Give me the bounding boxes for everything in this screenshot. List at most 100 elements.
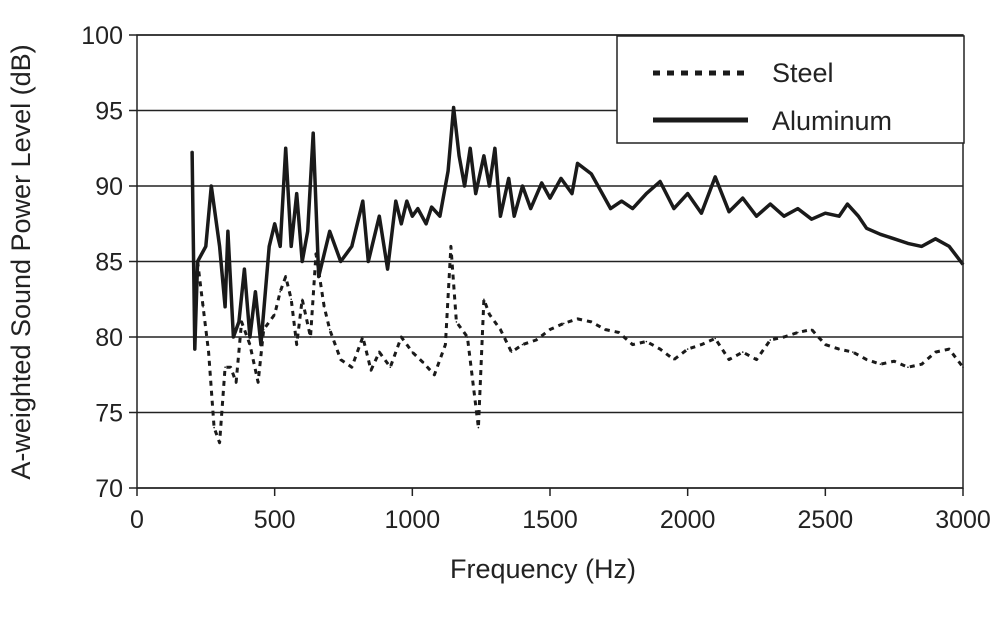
data-point-steel xyxy=(323,306,326,308)
data-point-aluminum xyxy=(196,260,199,263)
data-point-steel xyxy=(235,381,237,384)
data-point-steel xyxy=(350,366,353,369)
y-tick-label: 100 xyxy=(81,22,123,50)
data-point-steel xyxy=(279,290,281,293)
data-point-steel xyxy=(328,328,331,331)
data-point-steel xyxy=(499,328,502,331)
y-tick-label: 90 xyxy=(95,173,123,201)
data-point-aluminum xyxy=(430,206,433,208)
data-point-steel xyxy=(257,381,259,384)
data-point-steel xyxy=(339,358,342,361)
y-tick-labels: 70 75 80 85 90 95 100 xyxy=(81,22,123,503)
data-point-steel xyxy=(301,298,304,301)
data-point-steel xyxy=(472,381,474,384)
data-point-steel xyxy=(378,351,381,353)
data-point-steel xyxy=(659,348,661,350)
data-point-aluminum xyxy=(700,212,703,214)
data-point-steel xyxy=(576,318,579,320)
data-point-steel xyxy=(477,426,480,429)
series-aluminum xyxy=(190,105,965,351)
data-point-aluminum xyxy=(741,197,744,199)
data-point-steel xyxy=(422,361,425,364)
data-point-aluminum xyxy=(452,106,455,109)
data-point-aluminum xyxy=(273,222,276,225)
data-point-steel xyxy=(797,331,799,334)
data-point-aluminum xyxy=(483,155,485,157)
data-point-steel xyxy=(714,337,716,340)
x-tick-label: 2500 xyxy=(798,506,854,534)
data-point-aluminum xyxy=(205,245,207,248)
data-point-aluminum xyxy=(232,336,235,338)
data-point-aluminum xyxy=(571,192,573,195)
data-point-steel xyxy=(290,298,292,301)
data-point-steel xyxy=(488,313,491,316)
data-point-aluminum xyxy=(279,245,281,248)
data-point-aluminum xyxy=(243,268,246,270)
data-point-aluminum xyxy=(268,245,270,248)
data-point-steel xyxy=(755,358,758,361)
legend: Steel Aluminum xyxy=(616,35,965,144)
data-point-aluminum xyxy=(194,348,196,350)
data-point-aluminum xyxy=(411,215,414,217)
data-point-aluminum xyxy=(797,207,799,210)
data-point-aluminum xyxy=(295,192,298,195)
legend-label-aluminum: Aluminum xyxy=(772,106,892,136)
data-point-steel xyxy=(400,336,403,338)
x-tick-label: 2000 xyxy=(660,506,716,534)
data-point-aluminum xyxy=(367,260,370,263)
data-point-aluminum xyxy=(238,321,240,323)
x-tick-labels: 0 500 1000 1500 2000 2500 3000 xyxy=(130,506,991,534)
data-point-aluminum xyxy=(306,230,309,233)
data-point-aluminum xyxy=(686,192,689,195)
data-point-steel xyxy=(824,343,827,346)
data-point-steel xyxy=(783,336,785,338)
data-point-aluminum xyxy=(439,215,441,217)
data-point-aluminum xyxy=(249,336,251,338)
data-point-steel xyxy=(361,336,364,338)
series-lines xyxy=(190,105,965,445)
x-tick-label: 3000 xyxy=(935,506,991,534)
data-point-aluminum xyxy=(463,185,466,187)
data-point-aluminum xyxy=(191,150,193,153)
data-point-aluminum xyxy=(540,182,543,184)
data-point-steel xyxy=(483,298,485,301)
data-point-aluminum xyxy=(218,245,221,248)
x-axis-label: Frequency (Hz) xyxy=(450,554,636,584)
data-point-steel xyxy=(618,331,620,334)
data-point-steel xyxy=(865,358,868,361)
data-point-aluminum xyxy=(907,242,909,245)
data-point-aluminum xyxy=(810,218,813,221)
data-point-steel xyxy=(213,426,215,429)
data-point-aluminum xyxy=(361,200,364,202)
data-point-steel xyxy=(284,275,287,278)
data-point-steel xyxy=(893,360,895,362)
data-point-aluminum xyxy=(406,200,408,202)
data-point-steel xyxy=(273,313,276,316)
data-point-steel xyxy=(604,328,606,331)
y-tick-label: 95 xyxy=(95,98,123,126)
data-point-aluminum xyxy=(507,177,510,180)
data-point-steel xyxy=(224,366,226,369)
data-point-steel xyxy=(948,348,951,350)
data-point-aluminum xyxy=(865,227,868,230)
data-point-steel xyxy=(444,343,447,346)
data-point-steel xyxy=(562,322,565,325)
data-point-steel xyxy=(240,321,243,323)
data-point-aluminum xyxy=(824,212,827,214)
legend-label-steel: Steel xyxy=(772,58,834,88)
data-point-steel xyxy=(769,339,772,341)
data-point-steel xyxy=(389,366,392,369)
series-steel xyxy=(196,244,965,445)
data-point-steel xyxy=(700,343,703,346)
data-point-steel xyxy=(535,339,538,341)
data-point-aluminum xyxy=(601,192,604,195)
data-point-aluminum xyxy=(857,215,860,217)
data-point-aluminum xyxy=(499,215,502,217)
data-point-aluminum xyxy=(284,147,287,150)
data-point-steel xyxy=(455,321,458,323)
data-point-aluminum xyxy=(560,177,562,180)
data-point-aluminum xyxy=(948,245,951,248)
data-point-aluminum xyxy=(645,192,648,195)
y-tick-label: 70 xyxy=(95,475,123,503)
data-point-aluminum xyxy=(494,147,496,150)
